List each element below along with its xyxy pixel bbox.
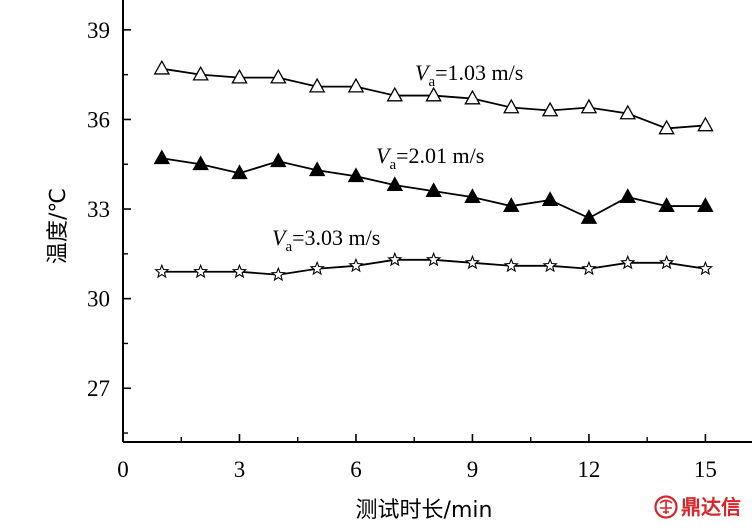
data-point-triangle-filled: [619, 188, 636, 204]
data-point-star: [231, 263, 248, 279]
x-tick-label: 0: [117, 457, 129, 482]
data-point-star: [387, 251, 403, 267]
data-point-star: [425, 251, 442, 267]
y-tick-label: 30: [87, 287, 110, 312]
y-tick-label: 39: [87, 18, 110, 43]
data-point-star: [154, 263, 170, 279]
data-point-triangle-open: [231, 68, 248, 84]
data-point-star: [348, 257, 364, 273]
plot-area: [153, 59, 714, 282]
series-label-1: Va=1.03 m/s: [415, 60, 523, 90]
data-point-triangle-filled: [503, 197, 520, 212]
data-point-star: [464, 254, 481, 270]
data-point-triangle-filled: [308, 161, 326, 177]
data-point-star: [697, 260, 714, 276]
series-label-3: Va=3.03 m/s: [272, 225, 380, 255]
data-point-triangle-open: [347, 77, 365, 93]
series-labels: Va=1.03 m/s Va=2.01 m/s Va=3.03 m/s: [272, 60, 523, 255]
data-point-triangle-filled: [541, 191, 559, 206]
seal-logo-icon: [654, 495, 678, 519]
data-point-triangle-filled: [697, 197, 714, 212]
x-tick-label: 9: [467, 457, 479, 482]
watermark-text: 鼎达信: [681, 495, 741, 519]
data-point-triangle-filled: [464, 188, 481, 204]
data-point-triangle-filled: [270, 152, 287, 168]
data-point-triangle-open: [503, 98, 520, 114]
y-axis-title: 温度/℃: [46, 188, 71, 264]
data-point-triangle-open: [153, 59, 171, 75]
series-label-2: Va=2.01 m/s: [376, 143, 484, 173]
x-tick-label: 12: [577, 457, 600, 482]
data-point-star: [620, 254, 636, 270]
y-tick-label: 33: [87, 197, 110, 222]
series-3: [154, 251, 714, 282]
x-axis-title: 测试时长/min: [356, 498, 493, 523]
x-tick-label: 15: [694, 457, 717, 482]
data-point-triangle-open: [619, 104, 636, 120]
data-point-star: [309, 260, 325, 276]
data-point-triangle-open: [697, 116, 714, 132]
data-point-triangle-filled: [192, 155, 209, 171]
data-point-triangle-filled: [386, 176, 404, 192]
data-point-triangle-filled: [425, 182, 442, 198]
data-point-triangle-open: [192, 65, 209, 81]
data-point-triangle-open: [425, 86, 442, 102]
data-point-star: [581, 260, 597, 276]
series-2: [153, 149, 714, 224]
data-point-triangle-filled: [231, 164, 248, 180]
data-point-star: [503, 257, 519, 273]
data-point-triangle-open: [541, 101, 559, 117]
data-point-star: [193, 263, 209, 279]
data-point-star: [658, 254, 675, 270]
x-tick-label: 6: [350, 457, 362, 482]
data-point-triangle-open: [308, 77, 326, 93]
data-point-star: [270, 266, 286, 282]
data-point-triangle-filled: [580, 209, 598, 224]
y-tick-label: 36: [87, 107, 110, 132]
data-point-triangle-open: [580, 98, 598, 114]
data-point-triangle-filled: [658, 197, 675, 212]
data-point-star: [542, 257, 558, 273]
data-point-triangle-open: [464, 89, 481, 105]
data-point-triangle-open: [658, 119, 675, 135]
data-point-triangle-open: [386, 86, 404, 102]
data-point-triangle-filled: [347, 167, 365, 183]
series-1: [153, 59, 714, 135]
x-tick-label: 3: [234, 457, 246, 482]
data-point-triangle-open: [270, 68, 287, 84]
watermark: 鼎达信: [654, 495, 741, 519]
y-tick-label: 27: [87, 376, 110, 401]
data-point-triangle-filled: [153, 149, 171, 165]
